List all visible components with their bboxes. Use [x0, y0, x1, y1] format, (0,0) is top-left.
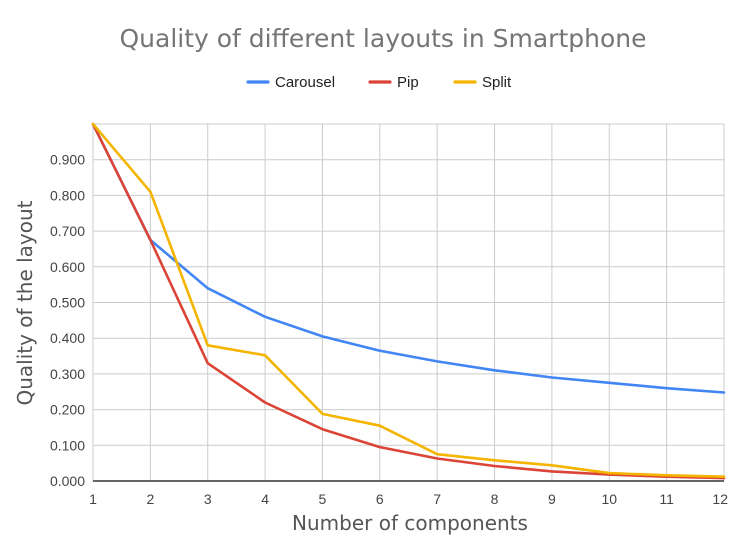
x-tick-label: 3	[204, 491, 212, 507]
y-tick-label: 0.700	[50, 223, 85, 239]
gridlines	[92, 123, 725, 482]
x-tick-label: 10	[601, 491, 617, 507]
series-line-carousel	[91, 122, 726, 394]
x-tick-label: 12	[712, 491, 728, 507]
x-tick-label: 11	[659, 491, 674, 507]
x-tick-label: 2	[146, 491, 154, 507]
y-tick-label: 0.500	[50, 295, 85, 311]
legend-label-split: Split	[482, 74, 512, 91]
y-tick-label: 0.300	[50, 366, 85, 382]
y-axis-ticks: 0.000 0.100 0.200 0.300 0.400 0.500 0.600 0.700…	[50, 152, 85, 489]
legend-label-pip: Pip	[397, 74, 419, 91]
y-tick-label: 0.600	[50, 259, 85, 275]
y-tick-label: 0.400	[50, 330, 85, 346]
x-tick-label: 6	[376, 491, 384, 507]
legend: Carousel Pip Split	[246, 74, 512, 91]
x-tick-label: 7	[433, 491, 441, 507]
y-tick-label: 0.200	[50, 402, 85, 418]
series-lines	[91, 122, 726, 480]
y-tick-label: 0.000	[50, 473, 85, 489]
x-axis-ticks: 1 2 3 4 5 6 7 8 9 10 11 12	[89, 491, 728, 507]
series-line-pip	[91, 122, 726, 480]
x-tick-label: 1	[89, 491, 97, 507]
chart-title: Quality of different layouts in Smartpho…	[119, 24, 646, 53]
y-tick-label: 0.800	[50, 187, 85, 203]
y-tick-label: 0.100	[50, 437, 85, 453]
x-tick-label: 4	[261, 491, 269, 507]
x-tick-label: 5	[319, 491, 327, 507]
x-tick-label: 9	[548, 491, 556, 507]
series-line-split	[91, 122, 726, 479]
legend-label-carousel: Carousel	[275, 74, 335, 91]
x-axis-title: Number of components	[292, 511, 528, 535]
y-tick-label: 0.900	[50, 152, 85, 168]
x-tick-label: 8	[491, 491, 499, 507]
y-axis-title: Quality of the layout	[13, 200, 37, 405]
